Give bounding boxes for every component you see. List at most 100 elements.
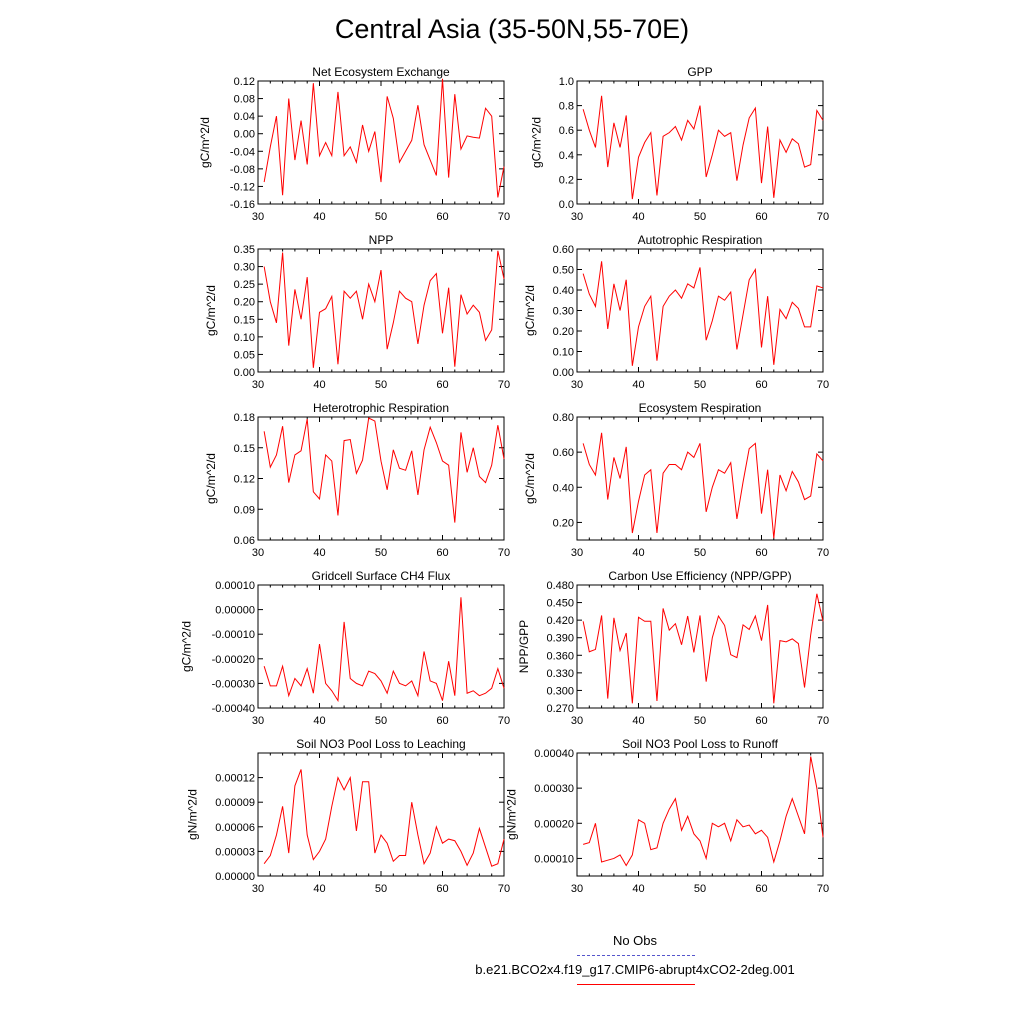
y-tick-label: 1.0 xyxy=(559,76,574,88)
series-line xyxy=(263,417,505,523)
chart-title: Heterotrophic Respiration xyxy=(313,401,449,415)
y-tick-label: 0.04 xyxy=(234,111,255,123)
y-tick-label: 0.00003 xyxy=(215,846,255,858)
x-tick-label: 70 xyxy=(498,379,510,391)
y-tick-label: 0.10 xyxy=(553,347,574,359)
x-tick-label: 60 xyxy=(436,715,448,727)
plot-frame xyxy=(576,80,824,205)
x-tick-label: 70 xyxy=(498,211,510,223)
y-tick-label: 0.50 xyxy=(553,265,574,277)
chart-panel-5: 30 40 50 60 70 0.06 0.09 0.12 0.15 0.18 Heterotrop… xyxy=(204,401,510,559)
y-tick-label: 0.40 xyxy=(553,285,574,297)
y-tick-label: 0.330 xyxy=(546,668,574,680)
x-tick-label: 60 xyxy=(755,211,767,223)
x-tick-label: 60 xyxy=(436,379,448,391)
plot-frame xyxy=(576,752,824,877)
x-tick-label: 40 xyxy=(313,379,325,391)
x-tick-label: 70 xyxy=(817,715,829,727)
x-tick-label: 50 xyxy=(375,883,387,895)
series-line xyxy=(583,756,824,867)
x-tick-label: 40 xyxy=(313,211,325,223)
chart-title: NPP xyxy=(369,233,394,247)
plot-frame xyxy=(576,416,824,541)
y-tick-label: 0.00010 xyxy=(534,853,574,865)
y-tick-label: 0.80 xyxy=(553,412,574,424)
y-tick-label: 0.30 xyxy=(553,306,574,318)
y-tick-label: 0.18 xyxy=(234,412,255,424)
x-tick-label: 70 xyxy=(498,883,510,895)
y-tick-label: -0.16 xyxy=(230,199,255,211)
x-tick-label: 40 xyxy=(632,211,644,223)
x-tick-label: 30 xyxy=(571,883,583,895)
chart-title: GPP xyxy=(687,65,712,79)
y-tick-label: -0.00010 xyxy=(212,629,255,641)
y-axis-label: gC/m^2/d xyxy=(529,117,543,168)
x-tick-label: 60 xyxy=(436,547,448,559)
y-tick-label: 0.00000 xyxy=(215,605,255,617)
y-tick-label: 0.06 xyxy=(234,535,255,547)
y-axis-label: NPP/GPP xyxy=(517,620,531,673)
x-tick-label: 60 xyxy=(755,379,767,391)
y-tick-label: 0.00030 xyxy=(534,783,574,795)
y-tick-label: 0.00 xyxy=(553,367,574,379)
y-tick-label: 0.8 xyxy=(559,101,574,113)
x-tick-label: 70 xyxy=(498,547,510,559)
series-line xyxy=(582,95,824,200)
page-title: Central Asia (35-50N,55-70E) xyxy=(334,14,690,44)
chart-panel-9: 30 40 50 60 70 0.00000 0.00003 0.00006 0.00009 0.… xyxy=(186,737,511,895)
series-line xyxy=(582,261,824,366)
series-line xyxy=(582,593,824,704)
x-tick-label: 50 xyxy=(375,211,387,223)
plot-frame xyxy=(257,80,505,205)
y-tick-label: 0.60 xyxy=(553,244,574,256)
y-tick-label: 0.00010 xyxy=(215,580,255,592)
y-tick-label: 0.15 xyxy=(234,314,255,326)
x-tick-label: 60 xyxy=(436,211,448,223)
chart-title: Net Ecosystem Exchange xyxy=(312,65,450,79)
series-line xyxy=(263,769,505,867)
chart-panel-10: 30 40 50 60 70 0.00010 0.00020 0.00030 0.00040 So… xyxy=(505,737,830,895)
y-tick-label: 0.09 xyxy=(234,504,255,516)
x-tick-label: 30 xyxy=(252,379,264,391)
y-tick-label: 0.270 xyxy=(546,703,574,715)
y-tick-label: 0.20 xyxy=(553,326,574,338)
y-tick-label: 0.12 xyxy=(234,474,255,486)
y-axis-label: gN/m^2/d xyxy=(505,789,519,840)
y-tick-label: 0.30 xyxy=(234,262,255,274)
y-axis-label: gC/m^2/d xyxy=(523,285,537,336)
plot-frame xyxy=(576,584,824,709)
chart-title: Gridcell Surface CH4 Flux xyxy=(312,569,451,583)
y-axis-label: gC/m^2/d xyxy=(179,621,193,672)
y-tick-label: 0.15 xyxy=(234,443,255,455)
y-tick-label: 0.420 xyxy=(546,615,574,627)
y-tick-label: 0.0 xyxy=(559,199,574,211)
x-tick-label: 30 xyxy=(252,715,264,727)
y-axis-label: gC/m^2/d xyxy=(198,117,212,168)
y-tick-label: 0.12 xyxy=(234,76,255,88)
y-tick-label: 0.4 xyxy=(559,150,574,162)
y-tick-label: 0.35 xyxy=(234,244,255,256)
y-tick-label: 0.20 xyxy=(553,517,574,529)
x-tick-label: 40 xyxy=(313,715,325,727)
y-tick-label: 0.360 xyxy=(546,650,574,662)
x-tick-label: 30 xyxy=(571,211,583,223)
y-tick-label: 0.480 xyxy=(546,580,574,592)
y-tick-label: 0.60 xyxy=(553,447,574,459)
chart-title: Soil NO3 Pool Loss to Runoff xyxy=(622,737,779,751)
y-axis-label: gC/m^2/d xyxy=(204,285,218,336)
y-tick-label: 0.00020 xyxy=(534,818,574,830)
y-tick-label: 0.00009 xyxy=(215,797,255,809)
y-tick-label: -0.00030 xyxy=(212,678,255,690)
chart-panel-3: 30 40 50 60 70 0.00 0.05 0.10 0.15 0.20 0.25 0.30 0.… xyxy=(204,233,510,391)
y-tick-label: -0.12 xyxy=(230,181,255,193)
x-tick-label: 40 xyxy=(632,715,644,727)
y-tick-label: 0.05 xyxy=(234,349,255,361)
series-line xyxy=(263,78,505,198)
y-tick-label: -0.00020 xyxy=(212,654,255,666)
x-tick-label: 60 xyxy=(755,547,767,559)
series-line xyxy=(582,432,824,539)
x-tick-label: 30 xyxy=(571,715,583,727)
x-tick-label: 70 xyxy=(817,547,829,559)
x-tick-label: 40 xyxy=(632,883,644,895)
x-tick-label: 70 xyxy=(817,211,829,223)
